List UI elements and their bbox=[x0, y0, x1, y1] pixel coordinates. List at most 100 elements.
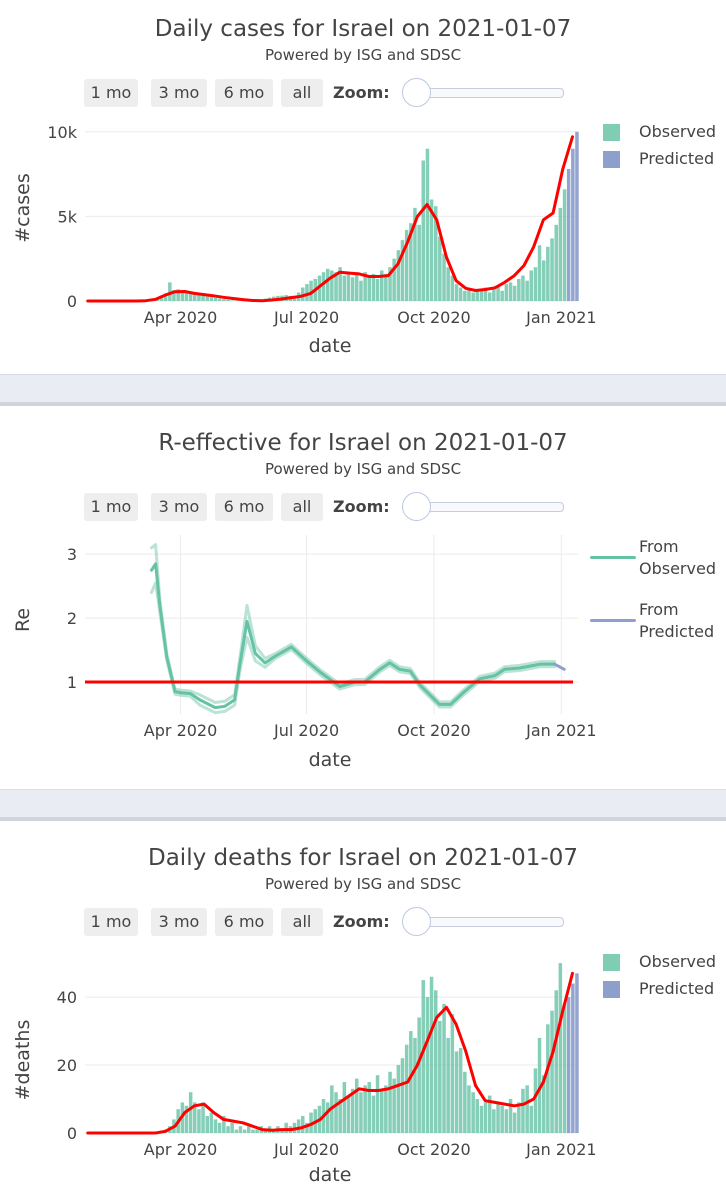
x-axis-title-text: date bbox=[309, 335, 352, 357]
y-tick-label: 1 bbox=[67, 673, 77, 692]
observed-bar bbox=[214, 298, 218, 301]
observed-bar bbox=[463, 291, 467, 301]
legend-observed-label[interactable]: Observed bbox=[639, 951, 716, 973]
observed-bar bbox=[376, 279, 380, 301]
legend-predicted-line[interactable] bbox=[590, 619, 636, 622]
deaths-chart-panel: Daily deaths for Israel on 2021-01-07 Po… bbox=[0, 829, 726, 1204]
observed-bar bbox=[480, 290, 484, 301]
observed-bar bbox=[550, 238, 554, 301]
observed-bar bbox=[492, 289, 496, 301]
observed-bar bbox=[459, 288, 463, 302]
observed-bar bbox=[326, 269, 330, 301]
observed-bar bbox=[297, 1119, 301, 1133]
observed-bar bbox=[334, 1092, 338, 1133]
observed-bar bbox=[555, 990, 559, 1133]
observed-bar bbox=[235, 1130, 239, 1133]
observed-bar bbox=[413, 1038, 417, 1133]
observed-bar bbox=[438, 237, 442, 301]
x-tick-label: Apr 2020 bbox=[144, 1140, 217, 1159]
observed-bar bbox=[559, 963, 563, 1133]
x-tick-label: Jul 2020 bbox=[273, 1140, 339, 1159]
observed-bar bbox=[480, 1106, 484, 1133]
observed-bar bbox=[496, 1102, 500, 1133]
predicted-bar bbox=[567, 169, 571, 301]
observed-bar bbox=[359, 281, 363, 301]
observed-bar bbox=[546, 1024, 550, 1133]
observed-bar bbox=[301, 1116, 305, 1133]
observed-bar bbox=[530, 1106, 534, 1133]
observed-bar bbox=[380, 1089, 384, 1133]
observed-bar bbox=[426, 997, 430, 1133]
predicted-bar bbox=[571, 149, 575, 301]
observed-bar bbox=[484, 1102, 488, 1133]
observed-bar bbox=[351, 277, 355, 301]
observed-bar bbox=[538, 245, 542, 301]
section-divider bbox=[0, 374, 726, 406]
observed-bar bbox=[471, 293, 475, 302]
observed-bar bbox=[534, 1068, 538, 1133]
observed-bar bbox=[525, 281, 529, 301]
observed-bar bbox=[517, 1102, 521, 1133]
observed-bar bbox=[455, 284, 459, 301]
predicted-bar bbox=[571, 984, 575, 1134]
x-axis-title-text: date bbox=[309, 749, 352, 771]
legend-observed-swatch[interactable] bbox=[603, 124, 620, 141]
legend-observed-line[interactable] bbox=[590, 556, 636, 559]
observed-bar bbox=[255, 1130, 258, 1133]
observed-bar bbox=[226, 1126, 230, 1133]
legend-observed-label-2[interactable]: Observed bbox=[639, 558, 716, 580]
observed-bar bbox=[189, 294, 193, 301]
legend-predicted-label-2[interactable]: Predicted bbox=[639, 621, 714, 643]
observed-bar bbox=[430, 977, 434, 1133]
observed-bar bbox=[197, 1109, 201, 1133]
observed-bar bbox=[347, 1096, 351, 1133]
observed-bar bbox=[434, 990, 438, 1133]
legend-observed-label-1[interactable]: From bbox=[639, 536, 679, 558]
y-tick-label: 3 bbox=[67, 545, 77, 564]
observed-bar bbox=[542, 260, 546, 301]
observed-bar bbox=[455, 1051, 459, 1133]
observed-bar bbox=[463, 1072, 467, 1133]
y-tick-label: 0 bbox=[67, 292, 77, 311]
observed-bar bbox=[251, 1130, 255, 1133]
y-tick-label: 20 bbox=[57, 1056, 77, 1075]
legend-predicted-label[interactable]: Predicted bbox=[639, 978, 714, 1000]
x-tick-label: Oct 2020 bbox=[397, 721, 470, 740]
observed-bar bbox=[446, 1038, 450, 1133]
section-divider bbox=[0, 789, 726, 821]
observed-bar bbox=[243, 1130, 247, 1133]
observed-bar bbox=[343, 276, 347, 301]
observed-bar bbox=[513, 1113, 517, 1133]
observed-bar bbox=[492, 1109, 496, 1133]
observed-bar bbox=[417, 1018, 421, 1134]
observed-bar bbox=[206, 1116, 210, 1133]
observed-bar bbox=[284, 1123, 288, 1133]
legend-predicted-label-1[interactable]: From bbox=[639, 599, 679, 621]
observed-bar bbox=[193, 294, 197, 301]
x-tick-label: Oct 2020 bbox=[397, 308, 470, 327]
observed-bar bbox=[347, 272, 351, 301]
predicted-bar bbox=[567, 997, 571, 1133]
x-tick-label: Jan 2021 bbox=[525, 721, 596, 740]
observed-bar bbox=[559, 208, 563, 301]
observed-bar bbox=[210, 297, 214, 301]
legend-observed-swatch[interactable] bbox=[603, 954, 620, 971]
legend-predicted-swatch[interactable] bbox=[603, 151, 620, 168]
x-tick-label: Apr 2020 bbox=[144, 721, 217, 740]
legend-predicted-swatch[interactable] bbox=[603, 981, 620, 998]
x-tick-label: Apr 2020 bbox=[144, 308, 217, 327]
observed-bar bbox=[446, 267, 450, 301]
observed-bar bbox=[422, 161, 426, 302]
observed-bar bbox=[372, 1096, 376, 1133]
legend-observed-label[interactable]: Observed bbox=[639, 121, 716, 143]
observed-bar bbox=[500, 1106, 504, 1133]
observed-bar bbox=[197, 295, 201, 301]
legend-predicted-label[interactable]: Predicted bbox=[639, 148, 714, 170]
observed-bar bbox=[555, 225, 559, 301]
observed-bar bbox=[417, 225, 421, 301]
y-axis-title: Re bbox=[12, 608, 34, 632]
observed-bar bbox=[505, 1109, 509, 1133]
